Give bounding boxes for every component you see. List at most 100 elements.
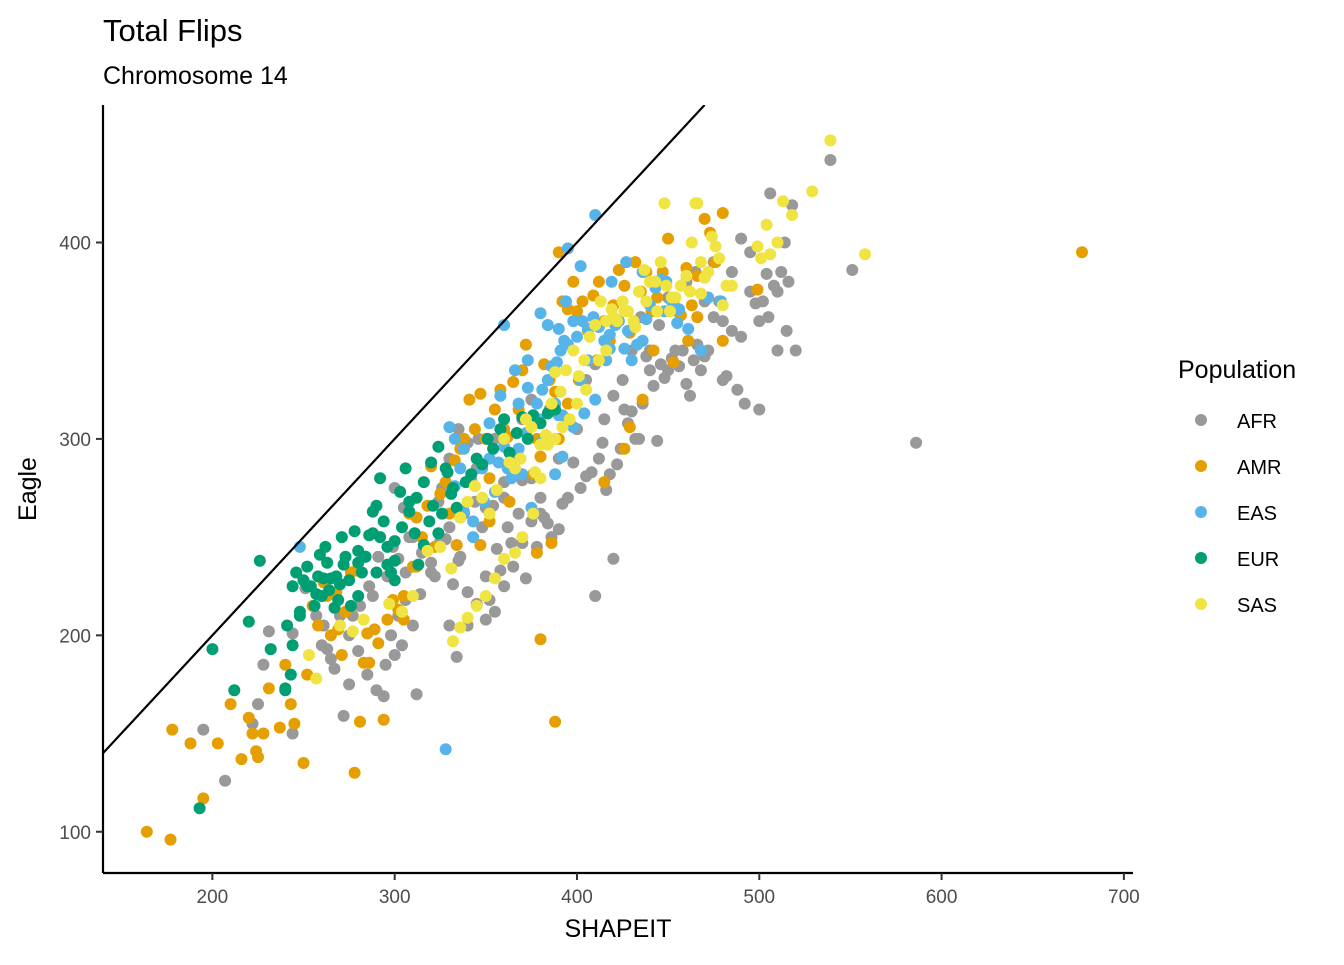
data-point-sas [760,218,773,231]
data-point-eas [448,432,461,445]
data-point-afr [361,668,374,681]
legend-label-sas: SAS [1237,595,1277,617]
data-point-afr [443,619,456,632]
legend-label-eur: EUR [1237,549,1279,571]
data-point-eas [671,317,684,329]
data-point-eur [394,485,407,498]
data-point-afr [653,319,665,331]
chart-title: Total Flips [103,13,243,48]
data-point-amr [534,450,547,463]
data-point-afr [910,436,923,449]
data-point-sas [516,531,529,544]
data-point-afr [592,452,605,465]
data-point-sas [751,240,764,253]
data-point-afr [447,578,459,591]
data-point-amr [301,668,314,681]
data-point-eas [530,397,543,410]
data-point-amr [612,264,625,276]
y-tick-label: 200 [59,626,91,647]
data-point-eas [541,319,554,331]
data-point-amr [348,766,361,779]
data-point-afr [782,275,795,288]
data-point-sas [434,540,447,553]
data-point-sas [618,305,631,318]
data-point-amr [483,472,496,485]
data-point-sas [725,279,738,292]
data-point-afr [753,403,766,416]
data-point-sas [638,264,651,276]
data-point-afr [643,364,656,377]
data-point-eas [571,330,583,343]
data-point-afr [676,344,689,357]
data-point-amr [751,283,764,296]
data-point-eur [534,417,547,430]
data-point-amr [450,539,463,551]
data-point-amr [651,291,664,304]
data-point-afr [735,330,748,343]
data-point-afr [598,413,611,426]
data-point-afr [716,315,729,328]
data-point-sas [421,544,434,557]
data-point-eur [432,527,445,540]
data-point-afr [607,389,620,402]
data-point-amr [530,546,543,559]
data-point-eur [301,560,314,573]
data-point-sas [651,305,664,318]
data-point-eas [673,303,686,316]
legend-key-eas [1195,506,1207,518]
data-point-afr [352,645,365,657]
data-point-sas [665,291,678,304]
data-point-sas [556,421,569,434]
data-point-afr [366,590,379,602]
data-point-eur [286,639,299,652]
data-point-amr [1076,246,1088,259]
data-point-afr [625,405,638,418]
data-point-eur [503,446,516,459]
data-point-afr [651,434,664,447]
data-point-afr [738,397,751,410]
data-point-eas [589,209,602,221]
data-point-sas [490,484,503,496]
data-point-afr [824,154,837,166]
x-axis-ticks: 200 300 400 500 600 700 [197,873,1140,908]
data-point-sas [649,275,662,288]
data-point-afr [756,295,769,308]
data-point-eas [492,456,505,469]
data-point-eur [423,515,436,528]
x-tick-label: 600 [926,887,958,908]
data-point-amr [534,633,547,646]
data-point-sas [689,197,702,210]
data-point-sas [674,279,687,292]
data-point-amr [354,715,366,728]
data-point-eur [290,566,303,579]
data-point-amr [636,393,649,406]
data-point-sas [716,299,729,312]
data-point-amr [571,305,583,318]
data-point-afr [789,344,802,357]
data-point-afr [552,523,565,536]
data-point-amr [368,623,381,636]
data-point-amr [549,715,562,728]
data-point-amr [273,721,286,734]
data-point-amr [561,397,574,410]
data-point-afr [406,619,419,632]
data-point-eas [578,407,591,420]
data-point-eur [301,580,314,593]
data-point-eur [377,515,390,528]
y-axis-ticks: 100 200 300 400 [59,233,103,844]
data-point-sas [483,507,496,520]
data-point-eas [620,256,633,269]
data-point-sas [713,252,726,265]
data-point-eur [228,684,241,697]
data-point-eur [436,507,449,520]
data-point-sas [461,495,474,508]
plot-panel: 200 300 400 500 600 700 100 200 300 400 [59,105,1140,908]
data-point-eur [334,578,346,591]
data-point-sas [560,364,572,377]
data-point-eas [636,334,649,347]
data-point-afr [771,285,784,298]
data-point-amr [647,344,660,357]
data-point-eas [521,381,534,394]
data-point-afr [725,266,738,278]
